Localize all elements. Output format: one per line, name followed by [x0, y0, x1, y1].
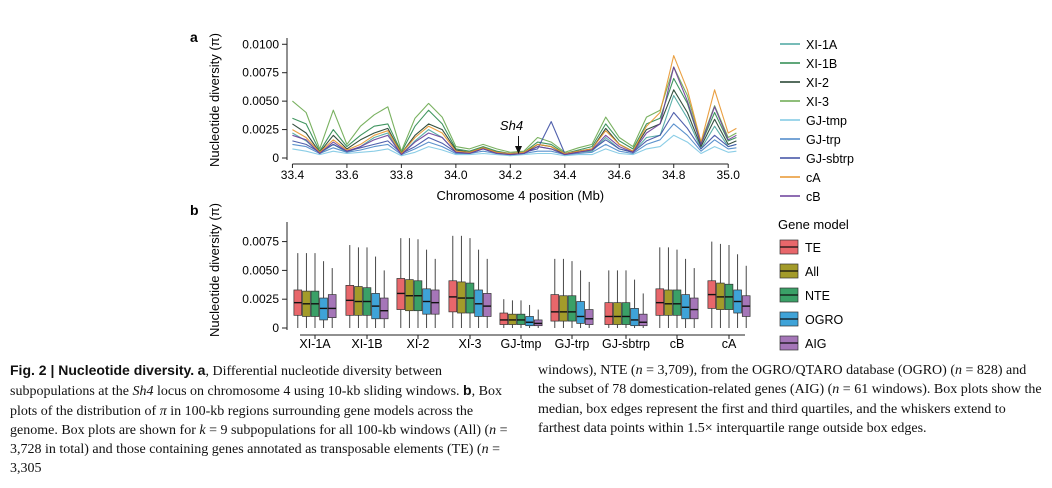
x-tick-label: 35.0: [717, 168, 741, 182]
box-nte: [672, 289, 682, 316]
caption-symbol: k: [199, 422, 206, 438]
y-tick-label: 0.0025: [242, 123, 279, 137]
caption-text: = 3,305: [10, 442, 500, 477]
legend-label: XI-1A: [806, 38, 838, 52]
caption-gene: Sh4: [132, 384, 154, 400]
caption-symbol: n: [635, 363, 643, 378]
caption-a-label: a: [197, 362, 206, 378]
legend-title: Gene model: [778, 217, 849, 232]
legend-label: XI-2: [806, 76, 829, 90]
legend-label: cA: [806, 171, 821, 185]
y-axis-label: Nucleotide diversity (π): [207, 33, 222, 167]
caption-text: , Differential nucleotide diversity betw…: [10, 364, 442, 400]
y-tick-label: 0.0050: [242, 94, 279, 108]
x-tick-label: cA: [722, 337, 737, 351]
box-all: [613, 302, 622, 325]
legend-label: OGRO: [805, 313, 843, 327]
y-tick-label: 0.0075: [242, 66, 279, 80]
caption-symbol: n: [955, 363, 962, 378]
x-tick-label: cB: [670, 337, 685, 351]
box-aig: [638, 313, 648, 327]
box-te: [499, 312, 509, 325]
legend-label: XI-3: [806, 95, 829, 109]
series-line-xi-1b: [292, 77, 737, 155]
figure-2: a b 0 0.0025 0.0050 0.0075 0.0100 33.4 33.6 33.…: [190, 29, 854, 351]
box-nte: [621, 302, 631, 325]
box-ogro: [630, 308, 639, 327]
box-aig: [379, 297, 389, 320]
x-tick-label: XI-1A: [299, 337, 331, 351]
y-tick-label: 0: [272, 151, 279, 165]
box-aig: [327, 294, 337, 318]
legend-label: AIG: [805, 337, 827, 351]
x-tick-label: 34.2: [499, 168, 523, 182]
series-line-xi-3: [292, 66, 737, 153]
x-tick-label: GJ-trp: [555, 337, 590, 351]
box-aig: [482, 293, 492, 317]
series-line-gj-tmp: [292, 134, 737, 157]
caption-text: = 828) and the subset of 78 domesticatio…: [538, 363, 1027, 398]
y-tick-label: 0: [272, 321, 279, 335]
box-te: [550, 294, 560, 322]
x-tick-label: GJ-tmp: [501, 337, 542, 351]
caption-text: = 3,728 in total) and those containing g…: [10, 422, 508, 458]
caption-fig-label: Fig. 2 | Nucleotide diversity.: [10, 362, 195, 378]
box-ogro: [525, 316, 534, 327]
x-tick-label: 33.8: [390, 168, 414, 182]
legend-label: NTE: [805, 289, 830, 303]
box-nte: [567, 295, 577, 322]
x-tick-label: 34.8: [662, 168, 686, 182]
caption-text: = 9 subpopulations for all 100-kb window…: [205, 422, 490, 438]
legend-label: GJ-sbtrp: [806, 152, 854, 166]
caption-symbol: π: [159, 403, 167, 419]
y-axis-label: Nucleotide diversity (π): [207, 203, 222, 337]
series-line-cb: [292, 66, 737, 156]
panel-a-label: a: [190, 29, 198, 45]
y-tick-label: 0.0050: [242, 263, 279, 277]
caption-text: = 61 windows). Box plots show the median…: [538, 382, 1042, 436]
x-tick-label: 34.4: [553, 168, 577, 182]
series-line-ca: [292, 55, 737, 155]
legend-label: TE: [805, 241, 821, 255]
x-tick-label: 33.4: [281, 168, 305, 182]
x-tick-label: 33.6: [335, 168, 359, 182]
legend-label: GJ-trp: [806, 133, 841, 147]
y-tick-label: 0.0100: [242, 37, 279, 51]
x-tick-label: 34.6: [608, 168, 632, 182]
y-tick-label: 0.0075: [242, 235, 279, 249]
caption-b-label: b: [463, 382, 472, 399]
panel-a-line-chart: 0 0.0025 0.0050 0.0075 0.0100 33.4 33.6 33.8 34.…: [207, 33, 854, 204]
x-tick-label: GJ-sbtrp: [602, 337, 650, 351]
legend-label: GJ-tmp: [806, 114, 847, 128]
legend-label: XI-1B: [806, 57, 837, 71]
panel-b-label: b: [190, 202, 199, 218]
panel-b-box-plot: XI-1A XI-1B XI-2 XI-3 GJ-tmp GJ-trp GJ-sbtrp cB…: [207, 203, 849, 351]
y-tick-label: 0.0025: [242, 292, 279, 306]
caption-text: locus on chromosome 4 using 10-kb slidin…: [153, 384, 464, 400]
caption-text: in 100-kb regions surrounding gene model…: [10, 403, 474, 438]
figure-caption-left: Fig. 2 | Nucleotide diversity. a, Differ…: [10, 361, 520, 479]
x-tick-label: XI-2: [407, 337, 430, 351]
sh4-annotation-label: Sh4: [500, 118, 523, 133]
box-all: [664, 289, 673, 316]
legend-label: All: [805, 265, 819, 279]
x-axis-label: Chromosome 4 position (Mb): [437, 188, 605, 203]
box-ogro: [576, 301, 585, 324]
box-te: [604, 302, 614, 325]
figure-caption-right: windows), NTE (n = 3,709), from the OGRO…: [538, 361, 1043, 438]
caption-text: , Box plots of the distribution of: [10, 384, 502, 419]
box-aig: [584, 309, 594, 325]
caption-symbol: n: [489, 422, 497, 438]
caption-text: windows), NTE (: [538, 363, 636, 378]
caption-text: = 3,709), from the OGRO/QTARO database (…: [642, 363, 955, 378]
box-all: [559, 295, 568, 322]
x-tick-label: 34.0: [444, 168, 468, 182]
caption-symbol: n: [481, 442, 489, 458]
caption-symbol: n: [832, 382, 840, 398]
x-tick-label: XI-3: [459, 337, 482, 351]
sh4-arrow-head: [515, 146, 522, 154]
x-tick-label: XI-1B: [351, 337, 382, 351]
box-aig: [689, 297, 699, 320]
legend-label: cB: [806, 190, 821, 204]
